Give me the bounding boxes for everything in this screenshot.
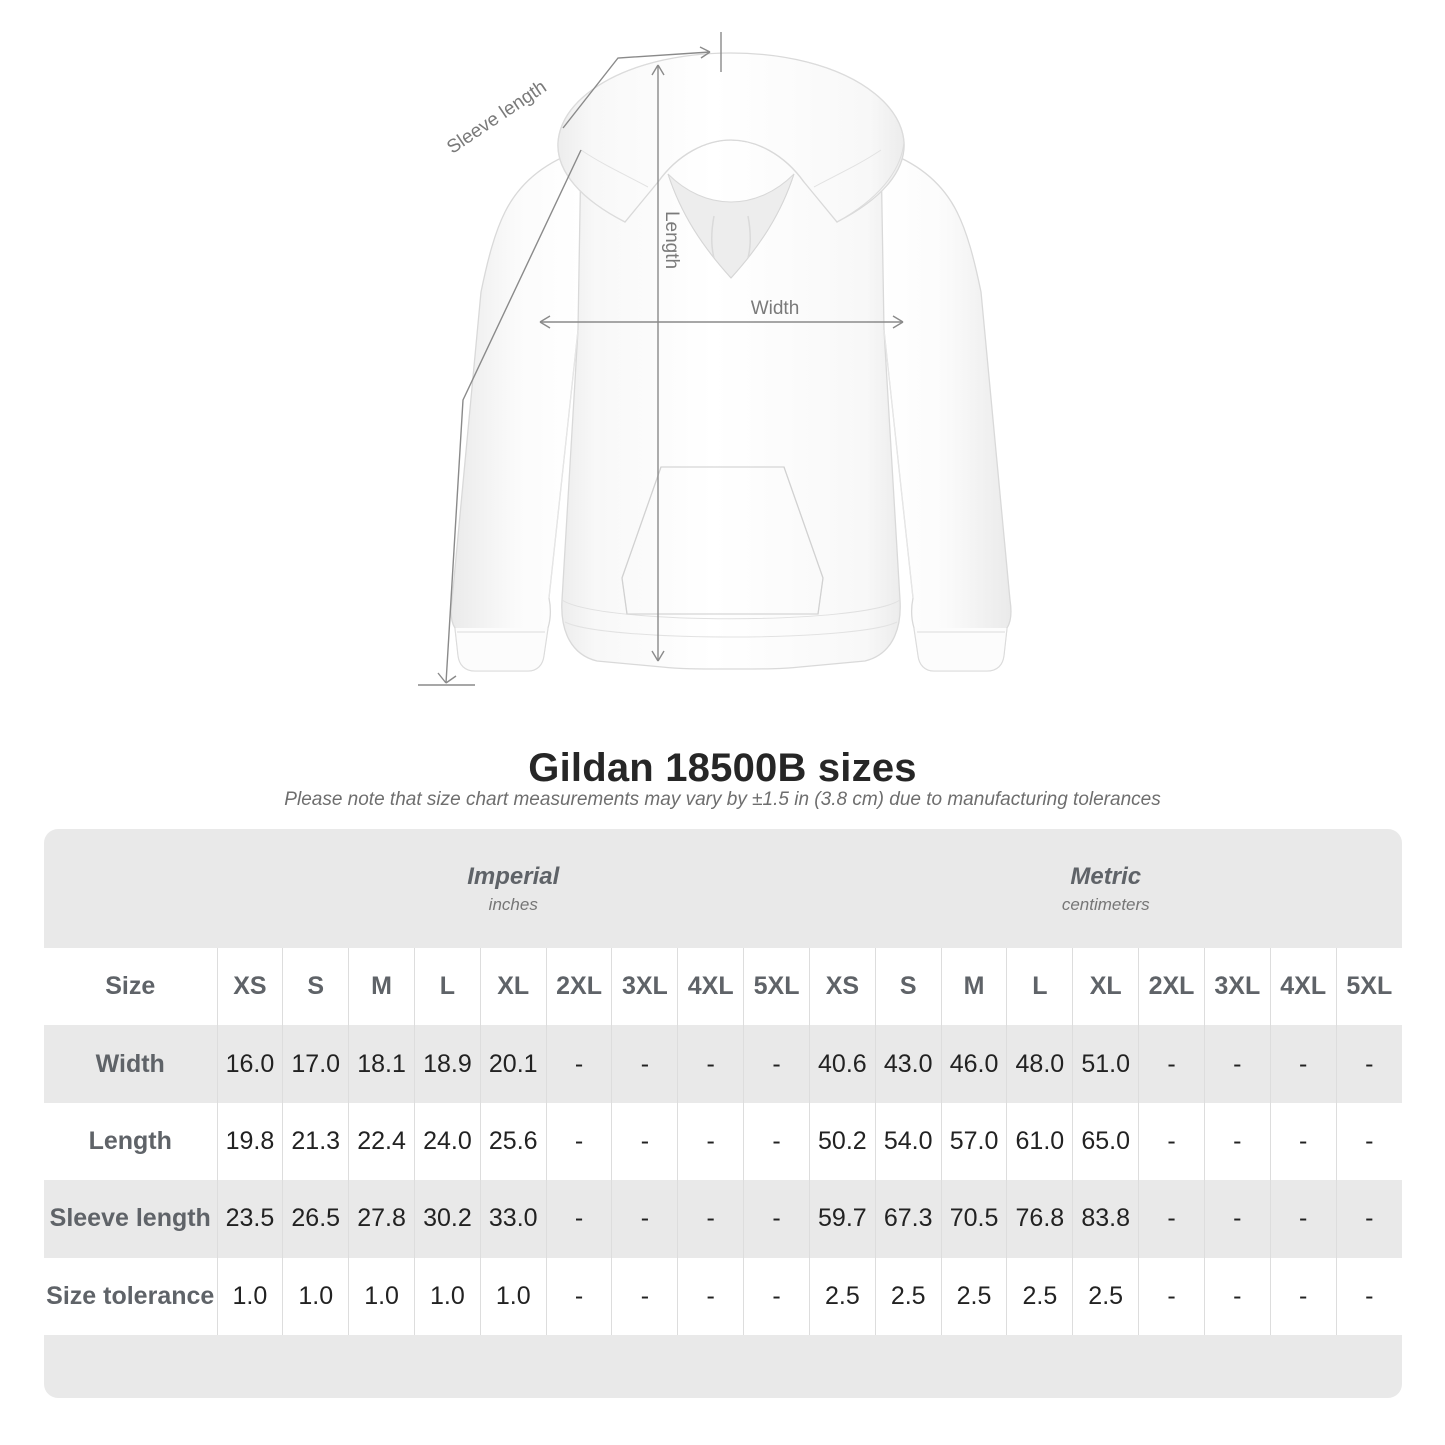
svg-text:Length: Length [661,211,682,269]
svg-text:Width: Width [751,298,800,319]
svg-text:Sleeve length: Sleeve length [443,77,550,159]
